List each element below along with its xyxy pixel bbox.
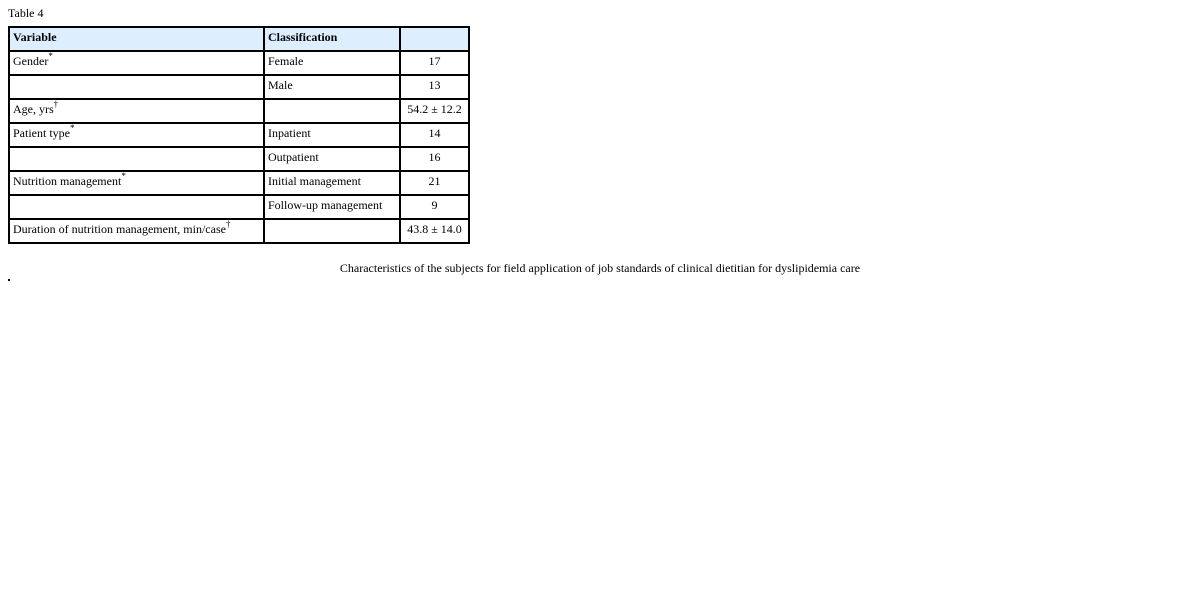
table-caption: Characteristics of the subjects for fiel… [339, 261, 861, 275]
dot [8, 279, 10, 281]
cell-classification: Male [263, 74, 401, 100]
cell-value: 17 [399, 50, 470, 76]
cell-classification [263, 218, 401, 244]
cell-classification: Initial management [263, 170, 401, 196]
cell-variable: Nutrition management* [8, 170, 265, 196]
cell-variable: Gender* [8, 50, 265, 76]
cell-variable: Duration of nutrition management, min/ca… [8, 218, 265, 244]
cell-value: 9 [399, 194, 470, 220]
cell-variable: Age, yrs† [8, 98, 265, 124]
table-row: Follow-up management 9 [8, 194, 470, 220]
cell-classification: Follow-up management [263, 194, 401, 220]
cell-classification: Inpatient [263, 122, 401, 148]
cell-classification: Outpatient [263, 146, 401, 172]
cell-variable [8, 194, 265, 220]
table-row: Outpatient 16 [8, 146, 470, 172]
cell-value: 43.8 ± 14.0 [399, 218, 470, 244]
cell-variable: Patient type* [8, 122, 265, 148]
header-value [399, 26, 470, 52]
footnote-mark: * [48, 51, 53, 61]
table-row: Gender* Female 17 [8, 50, 470, 76]
table-row: Male 13 [8, 74, 470, 100]
table-row: Nutrition management* Initial management 2… [8, 170, 470, 196]
cell-value: 21 [399, 170, 470, 196]
header-variable: Variable [8, 26, 265, 52]
cell-variable [8, 74, 265, 100]
cell-value: 13 [399, 74, 470, 100]
cell-value: 14 [399, 122, 470, 148]
cell-value: 16 [399, 146, 470, 172]
footnote-mark: * [121, 171, 126, 181]
footnote-mark: * [70, 123, 75, 133]
table-row: Patient type* Inpatient 14 [8, 122, 470, 148]
footnote-mark: † [53, 99, 59, 109]
footnote-mark: † [225, 219, 231, 229]
characteristics-table: Variable Classification Gender* Female 17 M… [8, 26, 470, 244]
cell-variable [8, 146, 265, 172]
header-classification: Classification [263, 26, 401, 52]
table-label: Table 4 [8, 6, 44, 20]
table-row: Age, yrs† 54.2 ± 12.2 [8, 98, 470, 124]
table-header-row: Variable Classification [8, 26, 470, 52]
cell-classification: Female [263, 50, 401, 76]
table-row: Duration of nutrition management, min/ca… [8, 218, 470, 244]
cell-value: 54.2 ± 12.2 [399, 98, 470, 124]
cell-classification [263, 98, 401, 124]
